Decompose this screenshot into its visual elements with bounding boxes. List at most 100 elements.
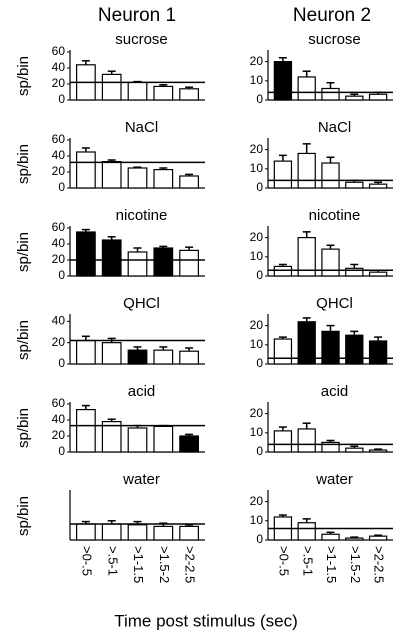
bar xyxy=(321,87,340,101)
bar xyxy=(101,342,122,365)
y-axis-title: sp/bin xyxy=(15,408,32,448)
bar xyxy=(345,181,364,189)
y-tick-label: 60 xyxy=(52,132,66,146)
x-tick-label: >.5-1 xyxy=(300,546,315,576)
bar xyxy=(127,349,148,365)
bar xyxy=(273,160,293,189)
bar xyxy=(127,427,148,453)
bar xyxy=(368,340,388,365)
bar xyxy=(273,338,293,365)
bar xyxy=(153,349,174,365)
y-tick-label: 0 xyxy=(58,180,65,194)
panel-title: nicotine xyxy=(116,207,168,224)
panel-title: NaCl xyxy=(318,119,351,136)
bar xyxy=(153,85,174,101)
bar xyxy=(101,73,122,101)
bar xyxy=(127,524,148,541)
x-tick-label: >2-2.5 xyxy=(183,546,198,583)
y-axis-title: sp/bin xyxy=(15,144,32,184)
panel-title: nicotine xyxy=(309,207,361,224)
y-tick-label: 60 xyxy=(52,220,66,234)
bar xyxy=(297,152,316,189)
bar xyxy=(368,183,388,189)
y-tick-label: 0 xyxy=(256,444,263,458)
bar xyxy=(153,247,174,277)
bar xyxy=(368,93,388,101)
x-tick-label: >2-2.5 xyxy=(372,546,387,583)
y-tick-label: 20 xyxy=(52,252,66,266)
y-tick-label: 40 xyxy=(52,236,66,250)
y-tick-label: 0 xyxy=(256,356,263,370)
bar xyxy=(153,169,174,189)
bar xyxy=(368,271,388,277)
bar xyxy=(76,231,96,277)
bar xyxy=(345,334,364,365)
column-title: Neuron 2 xyxy=(293,5,371,26)
y-tick-label: 20 xyxy=(52,335,66,349)
bar xyxy=(179,525,199,541)
y-tick-label: 60 xyxy=(52,44,66,58)
y-axis-title: sp/bin xyxy=(15,56,32,96)
x-tick-label: >1.5-2 xyxy=(157,546,172,583)
panel-title: NaCl xyxy=(125,119,158,136)
bar xyxy=(273,430,293,453)
panel-title: acid xyxy=(321,383,349,400)
y-tick-label: 20 xyxy=(250,318,264,332)
bar xyxy=(297,522,316,541)
y-tick-label: 10 xyxy=(250,161,264,175)
y-tick-label: 10 xyxy=(250,513,264,527)
bar xyxy=(76,409,96,453)
bar xyxy=(368,449,388,453)
bar xyxy=(321,441,340,453)
bar xyxy=(76,151,96,189)
y-tick-label: 40 xyxy=(52,148,66,162)
bar xyxy=(179,435,199,453)
bar xyxy=(297,76,316,101)
panel-title: water xyxy=(122,471,160,488)
y-tick-label: 0 xyxy=(256,268,263,282)
y-tick-label: 40 xyxy=(52,60,66,74)
x-tick-label: >1-1.5 xyxy=(131,546,146,583)
bar xyxy=(153,425,174,453)
x-tick-label: >0-.5 xyxy=(79,546,94,576)
bar xyxy=(179,350,199,365)
bar xyxy=(345,447,364,453)
bar xyxy=(127,251,148,277)
y-tick-label: 0 xyxy=(256,180,263,194)
y-tick-label: 40 xyxy=(52,314,66,328)
bar xyxy=(345,95,364,101)
x-tick-label: >1.5-2 xyxy=(348,546,363,583)
y-tick-label: 20 xyxy=(250,142,264,156)
bar xyxy=(76,339,96,365)
panel-title: QHCl xyxy=(316,295,353,312)
bar xyxy=(101,421,122,453)
bar xyxy=(297,237,316,277)
bar xyxy=(179,88,199,101)
bar xyxy=(368,535,388,541)
bar xyxy=(273,265,293,277)
y-axis-title: sp/bin xyxy=(15,232,32,272)
bar xyxy=(297,321,316,365)
bar xyxy=(127,81,148,101)
y-tick-label: 20 xyxy=(250,54,264,68)
bar xyxy=(101,239,122,277)
bar xyxy=(345,537,364,541)
x-axis-title: Time post stimulus (sec) xyxy=(114,611,298,630)
bar xyxy=(273,60,293,101)
y-tick-label: 20 xyxy=(250,406,264,420)
panel-title: acid xyxy=(128,383,156,400)
y-tick-label: 60 xyxy=(52,396,66,410)
y-tick-label: 0 xyxy=(58,268,65,282)
bar xyxy=(127,167,148,189)
y-tick-label: 0 xyxy=(58,92,65,106)
bar xyxy=(179,249,199,277)
y-tick-label: 10 xyxy=(250,249,264,263)
bar xyxy=(101,523,122,541)
panel-title: sucrose xyxy=(308,31,361,48)
bar xyxy=(321,162,340,189)
bar xyxy=(179,175,199,189)
panel-title: sucrose xyxy=(115,31,168,48)
x-tick-label: >1-1.5 xyxy=(324,546,339,583)
x-tick-label: >0-.5 xyxy=(276,546,291,576)
